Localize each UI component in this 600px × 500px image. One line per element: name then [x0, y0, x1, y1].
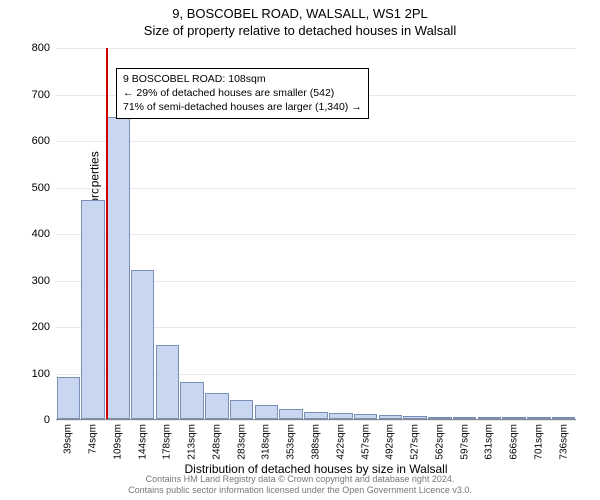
histogram-bar [131, 270, 155, 419]
x-tick: 74sqm [88, 424, 99, 454]
histogram-bar [57, 377, 81, 419]
footer-line-1: Contains HM Land Registry data © Crown c… [0, 474, 600, 485]
y-tick: 400 [20, 228, 50, 240]
property-marker-line [106, 48, 108, 419]
x-tick: 422sqm [335, 424, 346, 460]
x-tick: 213sqm [187, 424, 198, 460]
histogram-bar [156, 345, 180, 419]
x-tick: 736sqm [558, 424, 569, 460]
histogram-bar [453, 417, 477, 419]
x-tick: 388sqm [311, 424, 322, 460]
histogram-bar [205, 393, 229, 419]
histogram-bar [552, 417, 576, 419]
x-tick: 666sqm [509, 424, 520, 460]
histogram-bar [502, 417, 526, 419]
attribution-footer: Contains HM Land Registry data © Crown c… [0, 474, 600, 497]
y-tick: 800 [20, 42, 50, 54]
y-tick: 200 [20, 321, 50, 333]
annotation-line: 71% of semi-detached houses are larger (… [123, 100, 362, 114]
histogram-bar [180, 382, 204, 419]
x-tick: 178sqm [162, 424, 173, 460]
x-tick: 492sqm [385, 424, 396, 460]
x-tick: 353sqm [286, 424, 297, 460]
y-tick: 500 [20, 182, 50, 194]
y-tick: 600 [20, 135, 50, 147]
annotation-line: ← 29% of detached houses are smaller (54… [123, 86, 362, 100]
x-tick: 701sqm [533, 424, 544, 460]
x-tick: 248sqm [211, 424, 222, 460]
gridline [56, 48, 576, 49]
annotation-box: 9 BOSCOBEL ROAD: 108sqm← 29% of detached… [116, 68, 369, 119]
gridline [56, 188, 576, 189]
histogram-bar [304, 412, 328, 419]
histogram-bar [527, 417, 551, 419]
histogram-bar [428, 417, 452, 419]
histogram-bar [379, 415, 403, 419]
histogram-bar [230, 400, 254, 419]
x-tick: 562sqm [434, 424, 445, 460]
histogram-bar [106, 117, 130, 419]
histogram-bar [81, 200, 105, 419]
gridline [56, 234, 576, 235]
x-tick: 109sqm [112, 424, 123, 460]
y-tick: 100 [20, 368, 50, 380]
histogram-bar [354, 414, 378, 419]
page-address: 9, BOSCOBEL ROAD, WALSALL, WS1 2PL [0, 6, 600, 21]
y-tick: 300 [20, 275, 50, 287]
histogram-bar [478, 417, 502, 419]
annotation-line: 9 BOSCOBEL ROAD: 108sqm [123, 72, 362, 86]
gridline [56, 420, 576, 421]
x-tick: 39sqm [63, 424, 74, 454]
plot-area: 010020030040050060070080039sqm74sqm109sq… [56, 48, 576, 420]
x-tick: 597sqm [459, 424, 470, 460]
histogram-bar [255, 405, 279, 419]
x-tick: 457sqm [360, 424, 371, 460]
y-tick: 700 [20, 89, 50, 101]
histogram-bar [403, 416, 427, 419]
x-tick: 318sqm [261, 424, 272, 460]
x-tick: 631sqm [484, 424, 495, 460]
gridline [56, 141, 576, 142]
x-tick: 144sqm [137, 424, 148, 460]
footer-line-2: Contains public sector information licen… [0, 485, 600, 496]
page-subtitle: Size of property relative to detached ho… [0, 23, 600, 38]
histogram-chart: Number of detached properties 0100200300… [56, 48, 576, 420]
histogram-bar [329, 413, 353, 419]
x-tick: 527sqm [410, 424, 421, 460]
y-tick: 0 [20, 414, 50, 426]
histogram-bar [279, 409, 303, 419]
x-tick: 283sqm [236, 424, 247, 460]
